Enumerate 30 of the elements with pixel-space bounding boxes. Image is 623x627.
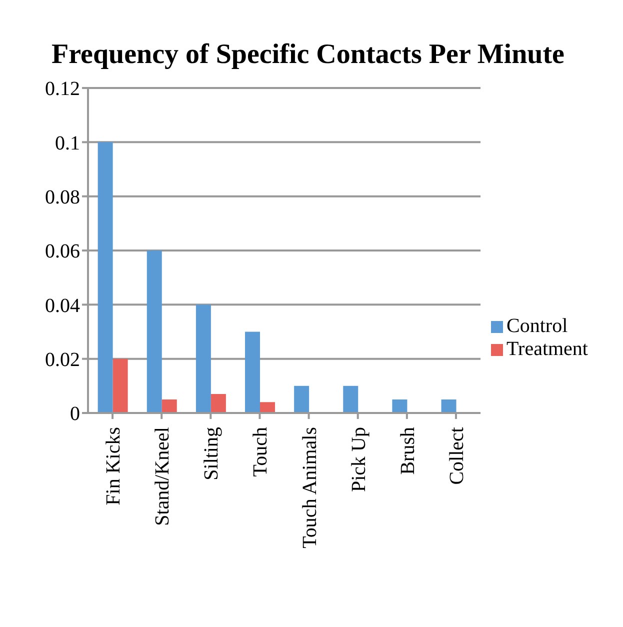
bar [343,386,358,413]
bar [98,142,113,413]
y-tick-label: 0.06 [45,240,80,263]
bar [112,358,128,413]
x-tick-label: Fin Kicks [102,426,125,506]
chart-title: Frequency of Specific Contacts Per Minute [50,38,566,72]
bar [245,332,260,413]
y-tick-label: 0.04 [45,294,80,317]
bar [210,394,226,413]
x-tick-label: Touch Animals [298,426,321,548]
bar [392,399,408,413]
bar [260,402,276,413]
legend-label: Treatment [506,338,588,360]
bar [196,304,211,413]
bar [146,250,162,413]
bar [162,399,177,413]
bar [294,386,310,413]
x-tick-label: Stand/Kneel [152,426,174,526]
y-tick-label: 0.1 [55,132,80,154]
y-tick-label: 0.12 [45,78,80,100]
x-tick-label: Touch [250,427,272,477]
legend-label: Control [506,315,568,337]
x-tick-label: Collect [446,426,468,485]
bar [441,399,456,413]
x-tick-label: Pick Up [348,427,370,492]
y-tick-label: 0 [70,403,80,426]
x-tick-label: Silting [200,427,223,480]
y-tick-label: 0.08 [45,186,80,208]
x-tick-label: Brush [396,427,419,475]
y-tick-label: 0.02 [45,348,80,371]
